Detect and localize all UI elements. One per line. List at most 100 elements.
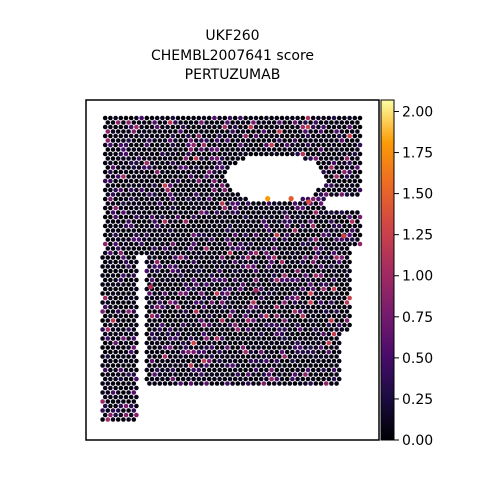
tissue-spot xyxy=(139,151,144,157)
tissue-spot xyxy=(134,349,139,355)
tissue-spot xyxy=(165,196,170,202)
tissue-spot xyxy=(292,246,298,251)
tissue-spot xyxy=(336,241,342,247)
tissue-spot xyxy=(115,183,121,188)
tissue-spot xyxy=(245,138,251,143)
tissue-spot xyxy=(253,295,259,301)
tissue-spot xyxy=(110,156,116,161)
tissue-spot xyxy=(321,124,326,130)
tissue-spot xyxy=(235,210,241,215)
tissue-spot xyxy=(178,381,183,386)
tissue-spot xyxy=(277,381,282,386)
tissue-spot xyxy=(258,223,264,229)
tissue-spot xyxy=(227,115,233,121)
tissue-spot xyxy=(323,210,329,215)
tissue-spot xyxy=(290,376,295,382)
tissue-spot xyxy=(157,381,163,386)
tissue-spot xyxy=(212,304,217,310)
tissue-spot xyxy=(108,124,113,130)
tissue-spot xyxy=(266,354,272,359)
tissue-spot xyxy=(266,228,272,233)
tissue-spot xyxy=(217,178,222,184)
tissue-spot xyxy=(277,291,282,296)
tissue-spot xyxy=(347,286,352,292)
tissue-spot xyxy=(108,268,113,274)
tissue-spot xyxy=(186,187,191,193)
tissue-spot xyxy=(238,376,243,382)
tissue-spot xyxy=(279,241,285,247)
tissue-spot xyxy=(170,277,176,283)
tissue-spot xyxy=(113,331,118,337)
tissue-spot xyxy=(108,394,113,400)
tissue-spot xyxy=(261,291,267,296)
tissue-spot xyxy=(305,349,311,355)
tissue-spot xyxy=(212,286,217,292)
tissue-spot xyxy=(303,291,308,296)
tissue-spot xyxy=(149,277,155,283)
tissue-spot xyxy=(329,165,334,170)
tissue-spot xyxy=(339,309,345,314)
tissue-spot xyxy=(196,223,202,229)
tissue-spot xyxy=(277,264,282,269)
tissue-spot xyxy=(225,309,230,314)
tissue-spot xyxy=(300,259,306,265)
tissue-spot xyxy=(206,250,212,256)
tissue-spot xyxy=(191,151,196,157)
tissue-spot xyxy=(141,156,147,161)
tissue-spot xyxy=(266,237,272,242)
tissue-spot xyxy=(227,286,233,292)
tissue-spot xyxy=(149,376,155,382)
tissue-spot xyxy=(336,151,342,157)
tissue-spot xyxy=(295,124,300,130)
tissue-spot xyxy=(235,192,241,197)
tissue-spot xyxy=(352,169,358,175)
tissue-spot xyxy=(269,124,274,130)
tissue-spot xyxy=(284,250,290,256)
tissue-spot xyxy=(180,178,186,184)
tissue-spot xyxy=(123,142,129,148)
tissue-spot xyxy=(251,381,256,386)
tissue-spot xyxy=(258,304,264,310)
tissue-spot xyxy=(266,264,272,269)
tissue-spot xyxy=(105,291,111,296)
tissue-spot xyxy=(243,259,248,265)
tissue-spot xyxy=(274,331,280,337)
tissue-spot xyxy=(225,372,230,377)
tissue-spot xyxy=(313,363,319,368)
tissue-spot xyxy=(147,345,152,350)
tissue-spot xyxy=(344,183,350,188)
tissue-spot xyxy=(251,273,256,278)
tissue-spot xyxy=(152,183,157,188)
tissue-spot xyxy=(183,336,189,341)
tissue-spot xyxy=(212,187,217,193)
tissue-spot xyxy=(318,210,324,215)
tissue-spot xyxy=(326,151,332,157)
tissue-spot xyxy=(258,214,264,220)
tissue-spot xyxy=(347,115,352,121)
tissue-spot xyxy=(110,381,116,386)
tissue-spot xyxy=(349,165,355,170)
tissue-spot xyxy=(186,124,191,130)
tissue-spot xyxy=(149,151,155,157)
tissue-spot xyxy=(310,376,316,382)
tissue-spot xyxy=(316,133,321,139)
tissue-spot xyxy=(212,169,217,175)
tissue-spot xyxy=(292,327,298,332)
tissue-spot xyxy=(115,390,121,395)
tissue-spot xyxy=(170,313,176,319)
tissue-spot xyxy=(222,214,228,220)
tissue-spot xyxy=(232,223,238,229)
tissue-spot xyxy=(162,183,168,188)
tissue-spot xyxy=(108,142,113,148)
tissue-spot xyxy=(128,196,134,202)
tissue-spot xyxy=(266,138,272,143)
tissue-spot xyxy=(105,399,111,404)
tissue-spot xyxy=(321,214,326,220)
tissue-spot xyxy=(147,138,152,143)
tissue-spot xyxy=(180,331,186,337)
tissue-spot xyxy=(321,187,326,193)
tissue-spot xyxy=(310,241,316,247)
tissue-spot xyxy=(355,183,360,188)
tissue-spot xyxy=(245,264,251,269)
tissue-spot xyxy=(243,376,248,382)
